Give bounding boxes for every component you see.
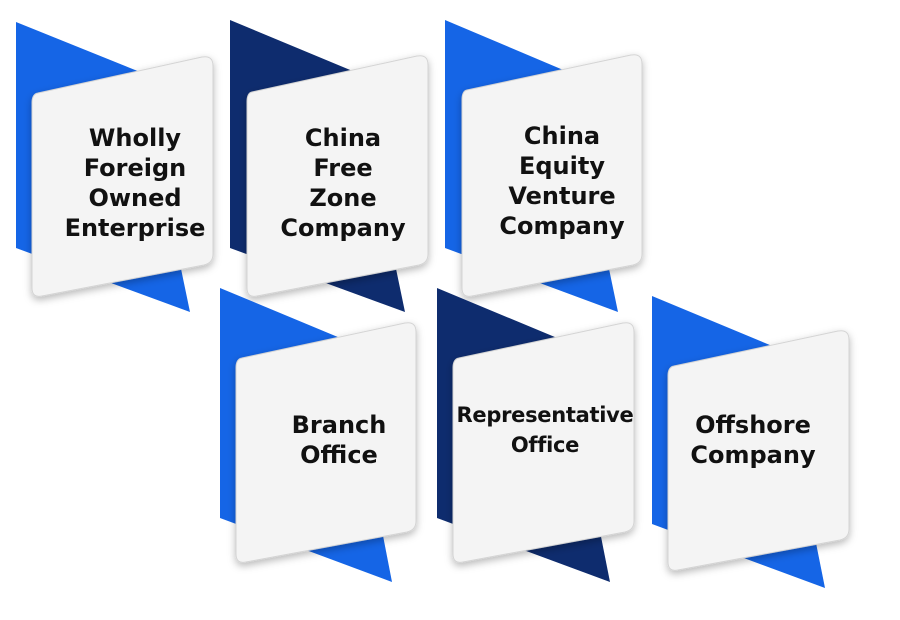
card-china-free-zone-company [230, 20, 429, 312]
card-wholly-foreign-owned-enterprise [16, 22, 214, 312]
card-branch-office [220, 288, 417, 582]
card-face [452, 322, 635, 563]
card-face [246, 55, 429, 297]
card-face [31, 56, 214, 297]
card-face [235, 322, 417, 563]
card-offshore-company [652, 296, 850, 588]
card-label-branch-office: Branch Office [291, 411, 387, 469]
card-label-china-equity-venture-company: China Equity Venture Company [499, 122, 625, 240]
card-china-equity-venture-company [445, 20, 643, 312]
card-face [461, 54, 643, 297]
card-label-representative-office: Representative Office [456, 403, 634, 457]
card-label-wholly-foreign-owned-enterprise: Wholly Foreign Owned Enterprise [64, 124, 206, 242]
card-label-offshore-company: Offshore Company [690, 411, 816, 469]
card-representative-office [437, 288, 635, 582]
card-label-china-free-zone-company: China Free Zone Company [280, 124, 406, 242]
card-face [667, 330, 850, 571]
